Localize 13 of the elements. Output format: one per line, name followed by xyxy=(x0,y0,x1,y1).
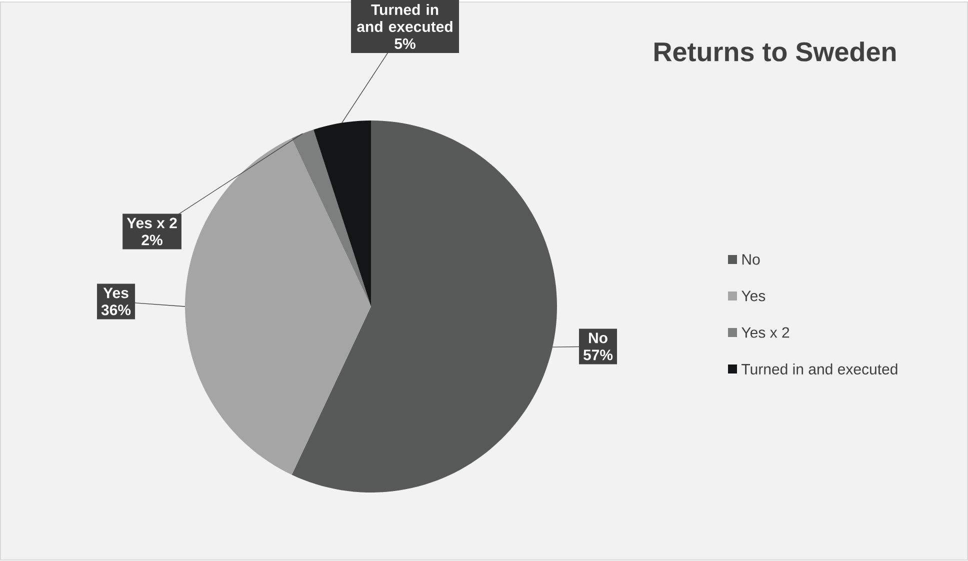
data-label: 5% xyxy=(394,38,416,50)
slice-label: No xyxy=(589,333,608,344)
legend-label: Turned in and executed xyxy=(742,364,898,375)
slice-label: Turned in and executed xyxy=(357,4,452,32)
legend-label: Yes x 2 xyxy=(742,327,790,338)
slice-label: Yes xyxy=(103,288,128,298)
slice-label: Yes x 2 xyxy=(126,218,177,229)
data-label: 57% xyxy=(583,350,613,360)
legend-label: No xyxy=(742,254,760,265)
data-label: 2% xyxy=(142,234,162,246)
legend-label: Yes xyxy=(742,291,766,302)
data-label: 36% xyxy=(101,304,131,316)
text: Returns to Sweden xyxy=(654,42,896,62)
